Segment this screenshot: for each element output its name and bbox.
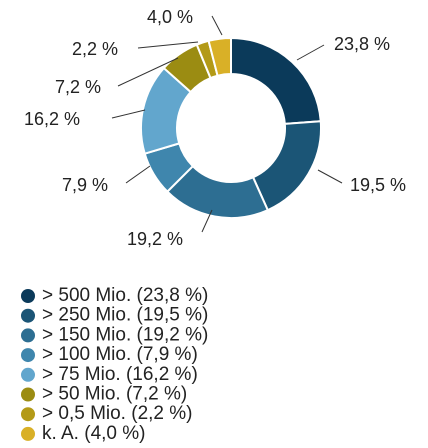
leader-line bbox=[317, 169, 343, 184]
leader-line bbox=[201, 209, 213, 233]
slice-label: 7,2 % bbox=[55, 77, 101, 97]
donut-slice bbox=[230, 36, 322, 126]
legend-marker bbox=[21, 308, 35, 323]
legend-marker bbox=[21, 367, 35, 382]
slice-label: 4,0 % bbox=[147, 7, 193, 27]
legend-marker bbox=[21, 387, 35, 402]
leader-line bbox=[296, 44, 325, 61]
legend-label: > 0,5 Mio. (2,2 %) bbox=[42, 403, 192, 424]
leader-line bbox=[211, 15, 223, 36]
legend-label: k. A. (4,0 %) bbox=[42, 423, 145, 444]
legend-label: > 75 Mio. (16,2 %) bbox=[42, 364, 198, 385]
legend-marker bbox=[21, 328, 35, 343]
slice-label: 2,2 % bbox=[72, 39, 118, 59]
slice-label: 23,8 % bbox=[334, 34, 390, 54]
leader-line bbox=[125, 165, 151, 184]
slice-label: 19,2 % bbox=[127, 229, 183, 249]
legend-marker bbox=[21, 289, 35, 303]
legend-marker bbox=[21, 426, 35, 441]
donut-slice bbox=[251, 120, 322, 212]
legend-label: > 250 Mio. (19,5 %) bbox=[42, 305, 208, 326]
slice-label: 16,2 % bbox=[24, 109, 80, 129]
leader-line bbox=[111, 109, 146, 119]
leader-line bbox=[137, 41, 199, 49]
donut-slice bbox=[207, 36, 232, 77]
legend-label: > 100 Mio. (7,9 %) bbox=[42, 344, 198, 365]
legend-label: > 500 Mio. (23,8 %) bbox=[42, 285, 208, 306]
leader-line bbox=[117, 57, 179, 87]
slice-label: 7,9 % bbox=[62, 175, 108, 195]
legend-marker bbox=[21, 348, 35, 363]
legend-marker bbox=[21, 407, 35, 422]
slice-label: 19,5 % bbox=[350, 175, 406, 195]
legend-label: > 50 Mio. (7,2 %) bbox=[42, 384, 187, 405]
legend-label: > 150 Mio. (19,2 %) bbox=[42, 324, 208, 345]
